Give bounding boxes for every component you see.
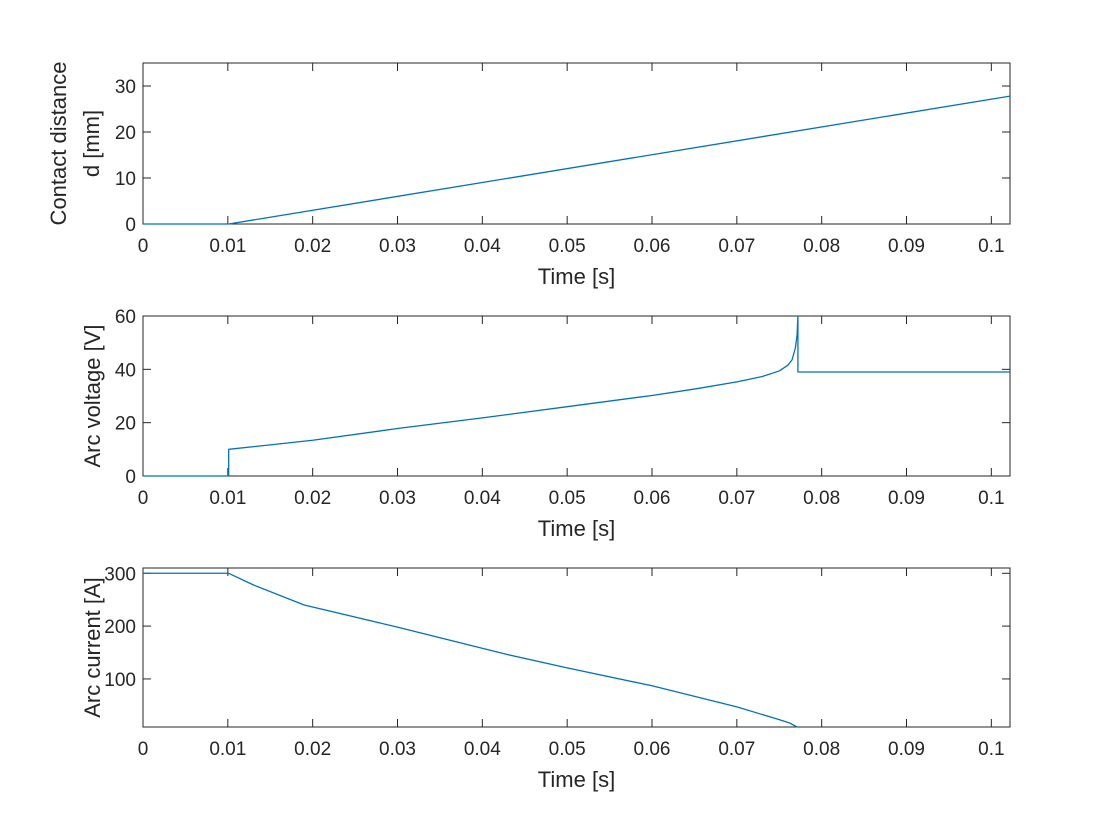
y-tick-label: 40 (115, 360, 136, 381)
x-axis-label: Time [s] (538, 264, 615, 289)
x-tick-label: 0.06 (634, 488, 671, 509)
y-axis-label: Contact distance (46, 62, 71, 226)
series-line (143, 315, 1010, 477)
subplot-1: 0 0.01 0.02 0.03 0.04 0.05 0.06 0.07 0.08 0.09 0.1… (46, 62, 1011, 289)
x-tick-label: 0.06 (634, 236, 671, 257)
y-tick-label: 0 (125, 467, 136, 488)
series-line (143, 95, 1010, 225)
x-axis-label: Time [s] (538, 767, 615, 792)
subplot-2: 0 0.01 0.02 0.03 0.04 0.05 0.06 0.07 0.08 0.09 0.1… (80, 307, 1011, 541)
x-tick-label: 0.08 (803, 488, 840, 509)
subplots-container: 0 0.01 0.02 0.03 0.04 0.05 0.06 0.07 0.08 0.09 0.1… (46, 62, 1011, 792)
y-tick-label: 0 (125, 215, 136, 236)
x-tick-label: 0.05 (549, 739, 586, 760)
x-tick-label: 0.05 (549, 488, 586, 509)
axes-box (142, 315, 1011, 477)
x-tick-label: 0.03 (379, 739, 416, 760)
x-tick-label: 0.1 (978, 739, 1004, 760)
x-tick-label: 0.02 (294, 488, 331, 509)
x-tick-label: 0.1 (978, 488, 1004, 509)
x-tick-label: 0 (138, 739, 149, 760)
y-axis-label: Arc voltage [V] (80, 324, 105, 467)
x-axis-label: Time [s] (538, 516, 615, 541)
x-tick-label: 0.1 (978, 236, 1004, 257)
x-tick-label: 0 (138, 236, 149, 257)
x-tick-label: 0.01 (209, 488, 246, 509)
y-tick-label: 30 (115, 77, 136, 98)
x-tick-label: 0.09 (888, 236, 925, 257)
y-tick-label: 200 (104, 617, 136, 638)
series-line (143, 572, 798, 728)
x-tick-label: 0.08 (803, 739, 840, 760)
x-tick-label: 0.02 (294, 236, 331, 257)
x-tick-label: 0.03 (379, 236, 416, 257)
x-tick-label: 0.01 (209, 739, 246, 760)
subplot-3: 0 0.01 0.02 0.03 0.04 0.05 0.06 0.07 0.08 0.09 0.1… (80, 564, 1011, 792)
x-tick-label: 0.01 (209, 236, 246, 257)
axes-box (142, 567, 1011, 728)
x-tick-label: 0 (138, 488, 149, 509)
x-tick-label: 0.04 (464, 488, 501, 509)
x-tick-label: 0.04 (464, 236, 501, 257)
x-tick-label: 0.09 (888, 739, 925, 760)
y-axis-label: Arc current [A] (80, 577, 105, 718)
y-tick-label: 20 (115, 414, 136, 435)
axes-box (142, 62, 1011, 225)
y-axis-label: d [mm] (79, 110, 104, 177)
x-tick-label: 0.02 (294, 739, 331, 760)
x-tick-label: 0.07 (718, 488, 755, 509)
x-tick-label: 0.06 (634, 739, 671, 760)
x-tick-label: 0.03 (379, 488, 416, 509)
x-tick-label: 0.09 (888, 488, 925, 509)
x-tick-label: 0.08 (803, 236, 840, 257)
y-tick-label: 20 (115, 123, 136, 144)
x-tick-label: 0.07 (718, 739, 755, 760)
y-tick-label: 300 (104, 564, 136, 585)
y-tick-label: 60 (115, 307, 136, 328)
x-tick-label: 0.07 (718, 236, 755, 257)
y-tick-label: 10 (115, 169, 136, 190)
x-tick-label: 0.04 (464, 739, 501, 760)
x-tick-label: 0.05 (549, 236, 586, 257)
y-tick-label: 100 (104, 670, 136, 691)
